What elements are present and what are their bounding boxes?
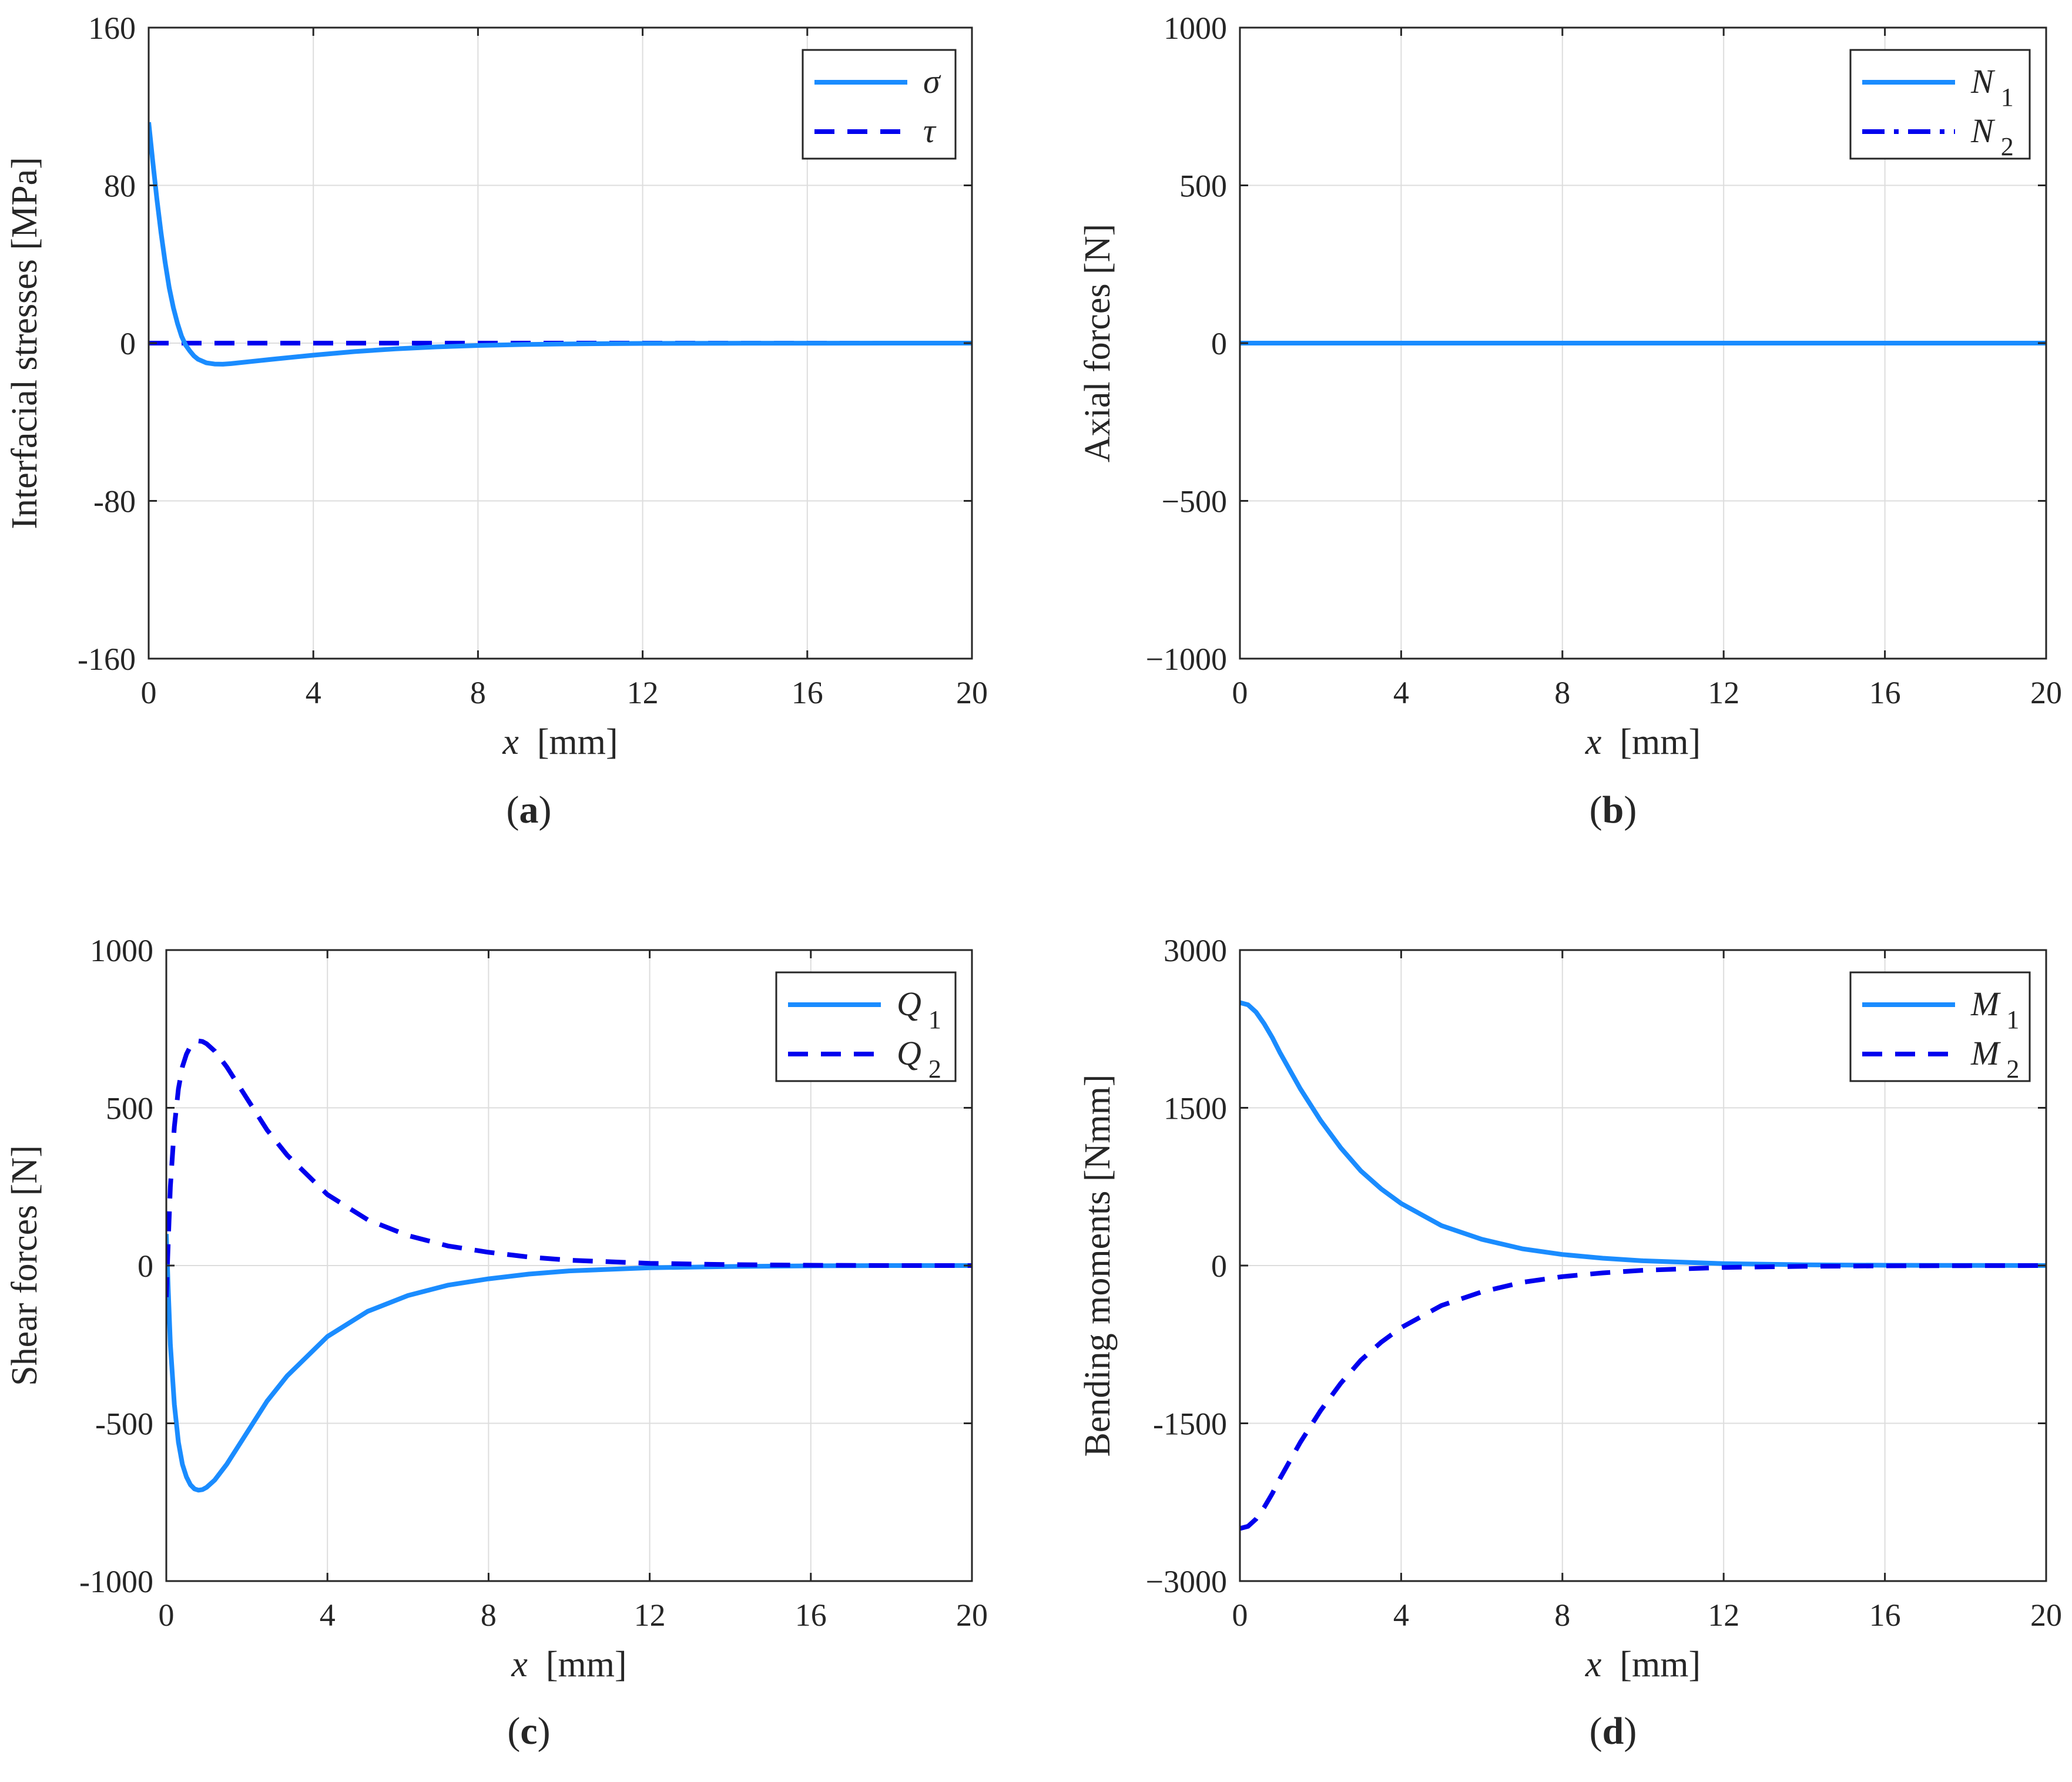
x-axis-label: x [mm] xyxy=(511,1645,626,1684)
series-line-1 xyxy=(166,1234,972,1493)
x-tick-label: 12 xyxy=(1708,675,1739,710)
y-axis-label: Bending moments [Nmm] xyxy=(1078,1075,1118,1457)
x-tick-label: 20 xyxy=(956,1598,988,1633)
x-tick-label: 20 xyxy=(956,675,988,710)
x-axis-label: x [mm] xyxy=(502,722,618,762)
x-tick-label: 0 xyxy=(1232,675,1248,710)
panel-c: 0 4 8 12 16 20 -1000 -500 0 500 1000 x [mm] Shear fo… xyxy=(5,933,988,1753)
y-tick-label: 160 xyxy=(88,11,136,46)
x-tick-label: 0 xyxy=(159,1598,175,1633)
y-tick-label: 3000 xyxy=(1164,933,1227,968)
y-tick-label: -1000 xyxy=(79,1564,153,1599)
y-tick-label: 1500 xyxy=(1164,1091,1227,1126)
y-tick-label: 500 xyxy=(106,1091,153,1126)
x-tick-label: 4 xyxy=(1393,675,1409,710)
x-tick-label: 8 xyxy=(1554,675,1570,710)
y-tick-label: 1000 xyxy=(90,933,153,968)
x-tick-label: 16 xyxy=(1869,675,1901,710)
x-tick-label: 8 xyxy=(481,1598,497,1633)
panel-label: (b) xyxy=(1590,788,1637,831)
series-line-1 xyxy=(1240,1000,2046,1268)
series-line-2 xyxy=(166,1038,972,1297)
series-line-2 xyxy=(1240,1263,2046,1531)
y-tick-label: 80 xyxy=(104,169,136,204)
legend-box xyxy=(775,971,957,1082)
x-tick-label: 0 xyxy=(1232,1598,1248,1633)
panel-a: 0 4 8 12 16 20 -160 -80 0 80 160 x [mm] Interfacial … xyxy=(5,11,988,831)
x-tick-label: 0 xyxy=(141,675,157,710)
x-tick-label: 16 xyxy=(1869,1598,1901,1633)
legend-label-1: σ xyxy=(923,62,941,100)
x-tick-label: 12 xyxy=(634,1598,666,1633)
y-tick-label: 1000 xyxy=(1164,11,1227,46)
y-tick-label: -500 xyxy=(95,1407,153,1442)
y-tick-label: 0 xyxy=(1211,1249,1227,1284)
legend-box xyxy=(1849,49,2031,160)
panel-d: 0 4 8 12 16 20 −3000 -1500 0 1500 3000 x [mm] Bendin… xyxy=(1078,933,2062,1753)
panel-label: (d) xyxy=(1590,1710,1637,1753)
panel-label: (a) xyxy=(507,788,552,831)
x-tick-label: 12 xyxy=(627,675,659,710)
x-tick-label: 12 xyxy=(1708,1598,1739,1633)
legend-box xyxy=(802,49,957,160)
panel-label: (c) xyxy=(507,1710,550,1753)
y-tick-label: −3000 xyxy=(1146,1564,1227,1599)
legend: N 1N 2 xyxy=(1849,49,2031,161)
x-tick-label: 4 xyxy=(320,1598,336,1633)
panel-b: 0 4 8 12 16 20 −1000 −500 0 500 1000 x [mm] Axial fo… xyxy=(1078,11,2062,831)
x-tick-label: 16 xyxy=(795,1598,827,1633)
x-axis-label: x [mm] xyxy=(1585,722,1701,762)
y-tick-label: 0 xyxy=(120,326,136,361)
y-tick-label: -160 xyxy=(78,642,136,677)
x-tick-label: 16 xyxy=(792,675,823,710)
y-axis-label: Axial forces [N] xyxy=(1078,224,1118,462)
x-axis-label: x [mm] xyxy=(1585,1645,1701,1684)
legend: στ xyxy=(802,49,957,160)
y-tick-label: −500 xyxy=(1162,484,1227,519)
y-tick-label: 0 xyxy=(138,1249,153,1284)
y-tick-label: 500 xyxy=(1179,169,1227,204)
legend-box xyxy=(1849,971,2031,1082)
legend: Q 1Q 2 xyxy=(775,971,957,1083)
y-tick-label: -80 xyxy=(93,484,136,519)
y-axis-label: Interfacial stresses [MPa] xyxy=(5,157,45,529)
x-tick-label: 20 xyxy=(2030,675,2062,710)
y-tick-label: −1000 xyxy=(1146,642,1227,677)
y-tick-label: -1500 xyxy=(1153,1407,1227,1442)
legend-label-2: τ xyxy=(923,112,937,150)
y-axis-label: Shear forces [N] xyxy=(5,1145,45,1386)
x-tick-label: 8 xyxy=(1554,1598,1570,1633)
series-line-1 xyxy=(149,122,972,367)
legend: M 1M 2 xyxy=(1849,971,2031,1083)
x-tick-label: 4 xyxy=(1393,1598,1409,1633)
x-tick-label: 8 xyxy=(470,675,486,710)
x-tick-label: 20 xyxy=(2030,1598,2062,1633)
y-tick-label: 0 xyxy=(1211,326,1227,361)
x-tick-label: 4 xyxy=(306,675,321,710)
